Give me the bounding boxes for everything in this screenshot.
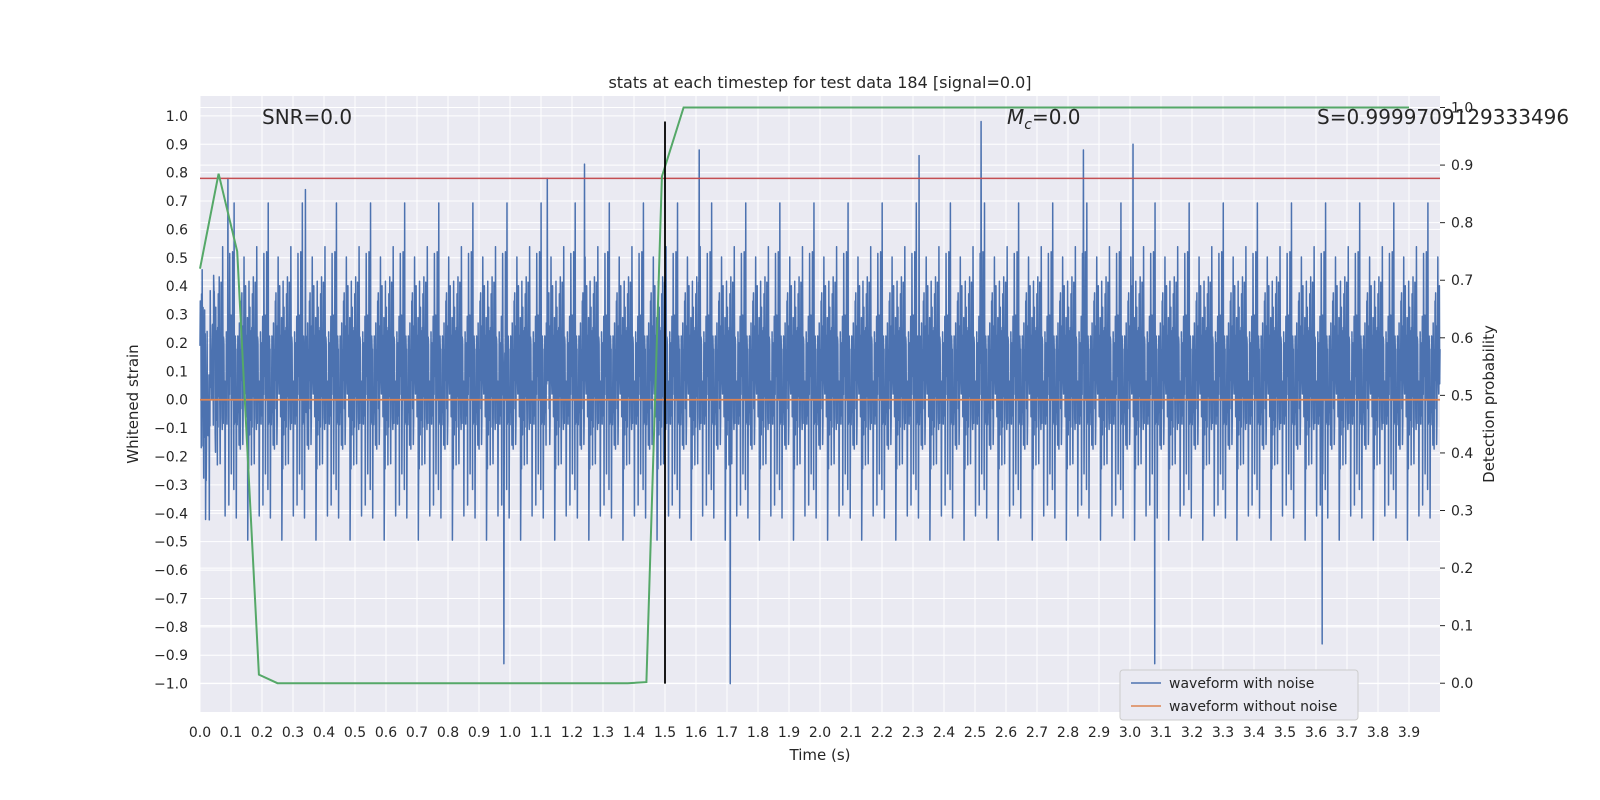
ticks: 0.0 0.1 0.2 0.3 0.4 0.5 0.6 0.7 0.8 0.9 1.0 1.1 1.2 1… (154, 101, 1473, 741)
legend: waveform with noise waveform without noi… (1119, 669, 1359, 721)
x-tick-label: 2.2 (871, 725, 893, 741)
y-tick-label: 0.0 (166, 393, 188, 409)
y-tick-label: −1.0 (154, 677, 188, 693)
y-tick-label: 0.3 (166, 308, 188, 324)
x-tick-label: 0.4 (313, 725, 335, 741)
x-tick-label: 2.6 (995, 725, 1017, 741)
x-tick-label: 2.9 (1088, 725, 1110, 741)
mc-subscript: c (1024, 117, 1032, 133)
y-tick-label: −0.1 (154, 421, 188, 437)
y-tick-label: −0.9 (154, 648, 188, 664)
y-tick-label: 0.2 (166, 336, 188, 352)
x-tick-label: 1.5 (654, 725, 676, 741)
x-tick-label: 1.9 (778, 725, 800, 741)
x-tick-label: 3.3 (1212, 725, 1234, 741)
x-tick-label: 1.6 (685, 725, 707, 741)
x-tick-label: 3.2 (1181, 725, 1203, 741)
mc-symbol: M (1007, 105, 1024, 129)
x-tick-label: 2.5 (964, 725, 986, 741)
x-tick-label: 2.1 (840, 725, 862, 741)
y2-tick-label: 1.0 (1451, 101, 1473, 117)
y2-axis-label: Detection probability (1480, 325, 1498, 483)
x-tick-label: 0.0 (189, 725, 211, 741)
x-tick-label: 1.7 (716, 725, 738, 741)
s-annotation: S=0.9999709129333496 (1317, 105, 1569, 129)
x-tick-label: 0.8 (437, 725, 459, 741)
y-tick-label: 0.6 (166, 222, 188, 238)
y-tick-label: 1.0 (166, 109, 188, 125)
y-tick-label: −0.7 (154, 591, 188, 607)
x-tick-label: 3.0 (1119, 725, 1141, 741)
snr-annotation: SNR=0.0 (262, 105, 352, 129)
detection-probability-line (199, 106, 1409, 685)
y-tick-label: 0.1 (166, 364, 188, 380)
x-tick-label: 1.1 (530, 725, 552, 741)
x-tick-label: 1.4 (623, 725, 645, 741)
y2-tick-label: 0.6 (1451, 331, 1473, 347)
x-tick-label: 1.8 (747, 725, 769, 741)
y-tick-label: 0.7 (166, 194, 188, 210)
mc-value: =0.0 (1032, 105, 1081, 129)
overlays (199, 106, 1440, 685)
y-tick-label: 0.8 (166, 166, 188, 182)
x-tick-label: 2.4 (933, 725, 955, 741)
x-tick-label: 3.8 (1367, 725, 1389, 741)
y2-tick-label: 0.3 (1451, 504, 1473, 520)
x-tick-label: 3.6 (1305, 725, 1327, 741)
y2-tick-label: 0.0 (1451, 676, 1473, 692)
y-tick-label: −0.3 (154, 478, 188, 494)
x-tick-label: 0.7 (406, 725, 428, 741)
x-tick-label: 1.3 (592, 725, 614, 741)
legend-box (1119, 669, 1359, 721)
x-tick-label: 2.3 (902, 725, 924, 741)
noise-trace (199, 120, 1441, 685)
mc-annotation: Mc=0.0 (1007, 105, 1081, 133)
x-tick-label: 3.9 (1398, 725, 1420, 741)
x-tick-label: 0.5 (344, 725, 366, 741)
x-tick-label: 2.0 (809, 725, 831, 741)
y-tick-label: −0.6 (154, 563, 188, 579)
x-tick-label: 0.1 (220, 725, 242, 741)
legend-label-clean: waveform without noise (1169, 699, 1337, 715)
x-tick-label: 0.2 (251, 725, 273, 741)
x-tick-label: 0.9 (468, 725, 490, 741)
y2-tick-label: 0.5 (1451, 388, 1473, 404)
x-tick-label: 3.4 (1243, 725, 1265, 741)
y-tick-label: 0.5 (166, 251, 188, 267)
y2-tick-label: 0.2 (1451, 561, 1473, 577)
y2-tick-label: 0.8 (1451, 216, 1473, 232)
y2-tick-label: 0.9 (1451, 158, 1473, 174)
y2-tick-label: 0.1 (1451, 619, 1473, 635)
x-tick-label: 0.3 (282, 725, 304, 741)
y2-tick-label: 0.4 (1451, 446, 1473, 462)
y-tick-label: 0.4 (166, 279, 188, 295)
y-tick-label: −0.8 (154, 620, 188, 636)
x-tick-label: 0.6 (375, 725, 397, 741)
x-tick-label: 2.8 (1057, 725, 1079, 741)
x-tick-label: 1.0 (499, 725, 521, 741)
y-tick-label: −0.4 (154, 506, 188, 522)
y-axis-label: Whitened strain (124, 344, 142, 463)
y-tick-label: −0.5 (154, 535, 188, 551)
series-waveform-with-noise (199, 120, 1441, 685)
x-tick-label: 1.2 (561, 725, 583, 741)
x-tick-label: 2.7 (1026, 725, 1048, 741)
y2-tick-label: 0.7 (1451, 273, 1473, 289)
chart-title: stats at each timestep for test data 184… (608, 73, 1031, 92)
legend-label-noise: waveform with noise (1169, 676, 1314, 692)
y-tick-label: −0.2 (154, 450, 188, 466)
x-tick-label: 3.5 (1274, 725, 1296, 741)
x-tick-label: 3.1 (1150, 725, 1172, 741)
y-tick-label: 0.9 (166, 137, 188, 153)
x-axis-label: Time (s) (789, 746, 851, 764)
x-tick-label: 3.7 (1336, 725, 1358, 741)
